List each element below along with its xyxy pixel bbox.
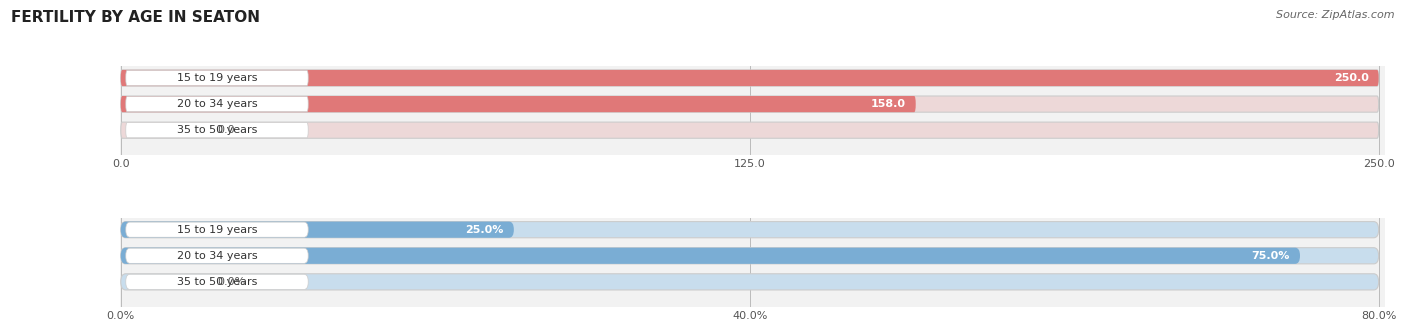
FancyBboxPatch shape (121, 70, 1379, 86)
Text: 0.0: 0.0 (218, 125, 235, 135)
FancyBboxPatch shape (121, 274, 1379, 290)
FancyBboxPatch shape (121, 122, 1379, 138)
Text: 158.0: 158.0 (870, 99, 905, 109)
FancyBboxPatch shape (125, 248, 308, 263)
FancyBboxPatch shape (121, 248, 1301, 264)
FancyBboxPatch shape (125, 96, 308, 112)
FancyBboxPatch shape (121, 248, 1379, 264)
Text: Source: ZipAtlas.com: Source: ZipAtlas.com (1277, 10, 1395, 20)
Text: 75.0%: 75.0% (1251, 251, 1289, 261)
FancyBboxPatch shape (125, 222, 308, 237)
FancyBboxPatch shape (125, 274, 308, 289)
Text: FERTILITY BY AGE IN SEATON: FERTILITY BY AGE IN SEATON (11, 10, 260, 25)
Text: 35 to 50 years: 35 to 50 years (177, 277, 257, 287)
FancyBboxPatch shape (121, 70, 1379, 86)
Text: 15 to 19 years: 15 to 19 years (177, 225, 257, 235)
FancyBboxPatch shape (121, 96, 915, 112)
Text: 0.0%: 0.0% (218, 277, 246, 287)
FancyBboxPatch shape (125, 70, 308, 85)
FancyBboxPatch shape (121, 221, 513, 238)
FancyBboxPatch shape (125, 123, 308, 138)
Text: 20 to 34 years: 20 to 34 years (177, 251, 257, 261)
Text: 35 to 50 years: 35 to 50 years (177, 125, 257, 135)
Text: 25.0%: 25.0% (465, 225, 503, 235)
Text: 20 to 34 years: 20 to 34 years (177, 99, 257, 109)
FancyBboxPatch shape (121, 221, 1379, 238)
FancyBboxPatch shape (121, 96, 1379, 112)
Text: 250.0: 250.0 (1334, 73, 1368, 83)
Text: 15 to 19 years: 15 to 19 years (177, 73, 257, 83)
